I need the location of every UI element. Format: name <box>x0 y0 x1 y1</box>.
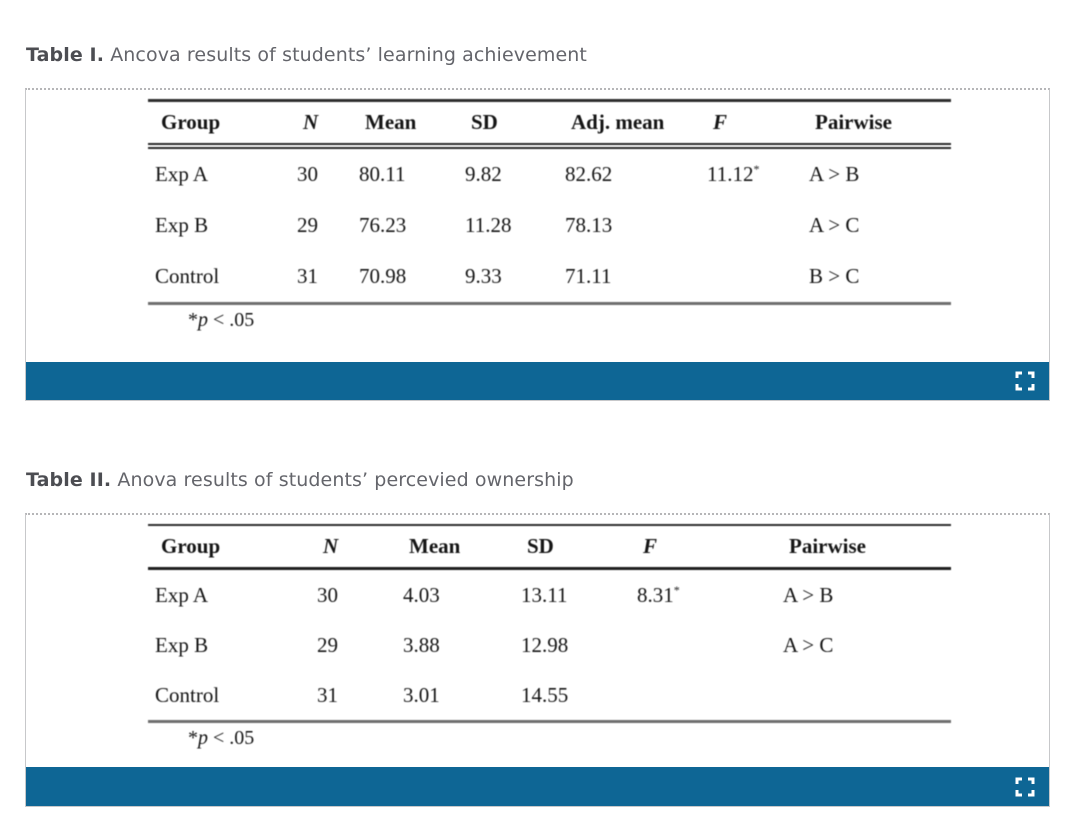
caption-label: Table I. <box>26 44 105 66</box>
table-row: Control 31 70.98 9.33 71.11 B > C <box>148 251 951 305</box>
figure-toolbar <box>26 362 1049 400</box>
table-cell: 4.03 <box>403 582 440 607</box>
expand-button[interactable] <box>1014 776 1036 798</box>
significance-star: * <box>673 582 680 597</box>
table-cell: Control <box>148 670 310 723</box>
table-cell: 31 <box>290 251 352 305</box>
table-cell: A > C <box>783 632 834 657</box>
header-row: Group N Mean SD Adj. mean F Pairwise <box>148 100 951 149</box>
column-header: Mean <box>396 525 514 570</box>
figure-frame: Group N Mean SD Adj. mean F Pairwise Exp A 30 80.… <box>25 88 1050 401</box>
column-header: Group <box>148 525 310 570</box>
table-cell: Exp A <box>155 582 209 607</box>
column-header: SD <box>514 525 630 570</box>
table-cell: 8.31* <box>637 582 680 607</box>
column-header: N <box>290 100 352 149</box>
table-cell: 9.33 <box>458 251 558 305</box>
table-footnote: *p < .05 <box>188 309 255 331</box>
table-cell: 13.11 <box>521 582 568 607</box>
table-cell: 80.11 <box>359 162 406 186</box>
table-cell: 3.01 <box>396 670 514 723</box>
table-cell: Exp A <box>155 162 209 186</box>
table-cell: 29 <box>297 213 318 237</box>
table-row: Exp B 29 3.88 12.98 A > C <box>148 620 951 670</box>
figure-frame: Group N Mean SD F Pairwise Exp A 30 4.03 13.11 8.3… <box>25 513 1050 807</box>
column-header: F <box>700 100 802 149</box>
column-header: F <box>630 525 776 570</box>
table-cell: Exp B <box>155 632 209 657</box>
scan-table-container: Group N Mean SD F Pairwise Exp A 30 4.03 13.11 8.3… <box>148 524 1049 723</box>
table-cell: B > C <box>802 251 951 305</box>
column-header: Adj. mean <box>558 100 700 149</box>
table-cell: 71.11 <box>558 251 700 305</box>
table-row: Exp A 30 4.03 13.11 8.31* A > B <box>148 569 951 621</box>
figure-image-area: Group N Mean SD Adj. mean F Pairwise Exp A 30 80.… <box>26 90 1049 362</box>
table-row: Control 31 3.01 14.55 <box>148 670 951 723</box>
table-cell: A > B <box>783 582 834 607</box>
caption-text: Anova results of students’ percevied own… <box>117 469 574 491</box>
table-cell: 82.62 <box>565 162 613 186</box>
table-figure-2: Table II. Anova results of students’ per… <box>25 469 1050 807</box>
table-scan-image: Group N Mean SD F Pairwise Exp A 30 4.03 13.11 8.3… <box>26 515 1049 750</box>
table-cell: A > C <box>809 213 860 237</box>
table-cell: 30 <box>297 162 318 186</box>
table-cell <box>630 670 776 723</box>
column-header: N <box>310 525 396 570</box>
table-cell: 9.82 <box>465 162 502 186</box>
table-figure-1: Table I. Ancova results of students’ lea… <box>25 44 1050 401</box>
table-cell: 31 <box>310 670 396 723</box>
table-cell: 12.98 <box>521 632 569 657</box>
scan-table-container: Group N Mean SD Adj. mean F Pairwise Exp A 30 80.… <box>148 99 1049 305</box>
table-cell: Control <box>148 251 290 305</box>
table-cell: 76.23 <box>359 213 407 237</box>
table-cell <box>776 670 951 723</box>
column-header: Mean <box>352 100 458 149</box>
column-header: Pairwise <box>802 100 951 149</box>
table-cell: 29 <box>317 632 338 657</box>
figure-toolbar <box>26 767 1049 806</box>
article-page: Table I. Ancova results of students’ lea… <box>25 44 1050 807</box>
table-row: Exp B 29 76.23 11.28 78.13 A > C <box>148 200 951 251</box>
header-row: Group N Mean SD F Pairwise <box>148 525 951 570</box>
column-header: SD <box>458 100 558 149</box>
table-footnote: *p < .05 <box>188 727 255 749</box>
figure-caption: Table I. Ancova results of students’ lea… <box>26 44 1050 67</box>
expand-button[interactable] <box>1014 370 1036 392</box>
significance-star: * <box>753 162 760 176</box>
scan-table: Group N Mean SD Adj. mean F Pairwise Exp A 30 80.… <box>148 99 951 305</box>
table-cell: 30 <box>317 582 338 607</box>
caption-text: Ancova results of students’ learning ach… <box>110 44 587 66</box>
scan-table: Group N Mean SD F Pairwise Exp A 30 4.03 13.11 8.3… <box>148 524 951 723</box>
column-header: Pairwise <box>776 525 951 570</box>
table-row: Exp A 30 80.11 9.82 82.62 11.12* A > B <box>148 146 951 200</box>
fullscreen-expand-icon <box>1015 777 1035 796</box>
fullscreen-expand-icon <box>1015 371 1035 391</box>
table-scan-image: Group N Mean SD Adj. mean F Pairwise Exp A 30 80.… <box>26 90 1049 332</box>
figure-image-area: Group N Mean SD F Pairwise Exp A 30 4.03 13.11 8.3… <box>26 515 1049 767</box>
table-cell: 11.28 <box>465 213 512 237</box>
table-cell <box>700 251 802 305</box>
table-cell: 11.12* <box>707 162 760 186</box>
table-cell: A > B <box>809 162 860 186</box>
figure-caption: Table II. Anova results of students’ per… <box>26 469 1050 492</box>
table-cell <box>700 200 802 251</box>
table-cell: 70.98 <box>352 251 458 305</box>
table-cell: Exp B <box>155 213 209 237</box>
table-cell: 78.13 <box>565 213 613 237</box>
column-header: Group <box>148 100 290 149</box>
table-cell <box>630 620 776 670</box>
table-cell: 3.88 <box>403 632 440 657</box>
caption-label: Table II. <box>26 469 112 491</box>
table-cell: 14.55 <box>514 670 630 723</box>
